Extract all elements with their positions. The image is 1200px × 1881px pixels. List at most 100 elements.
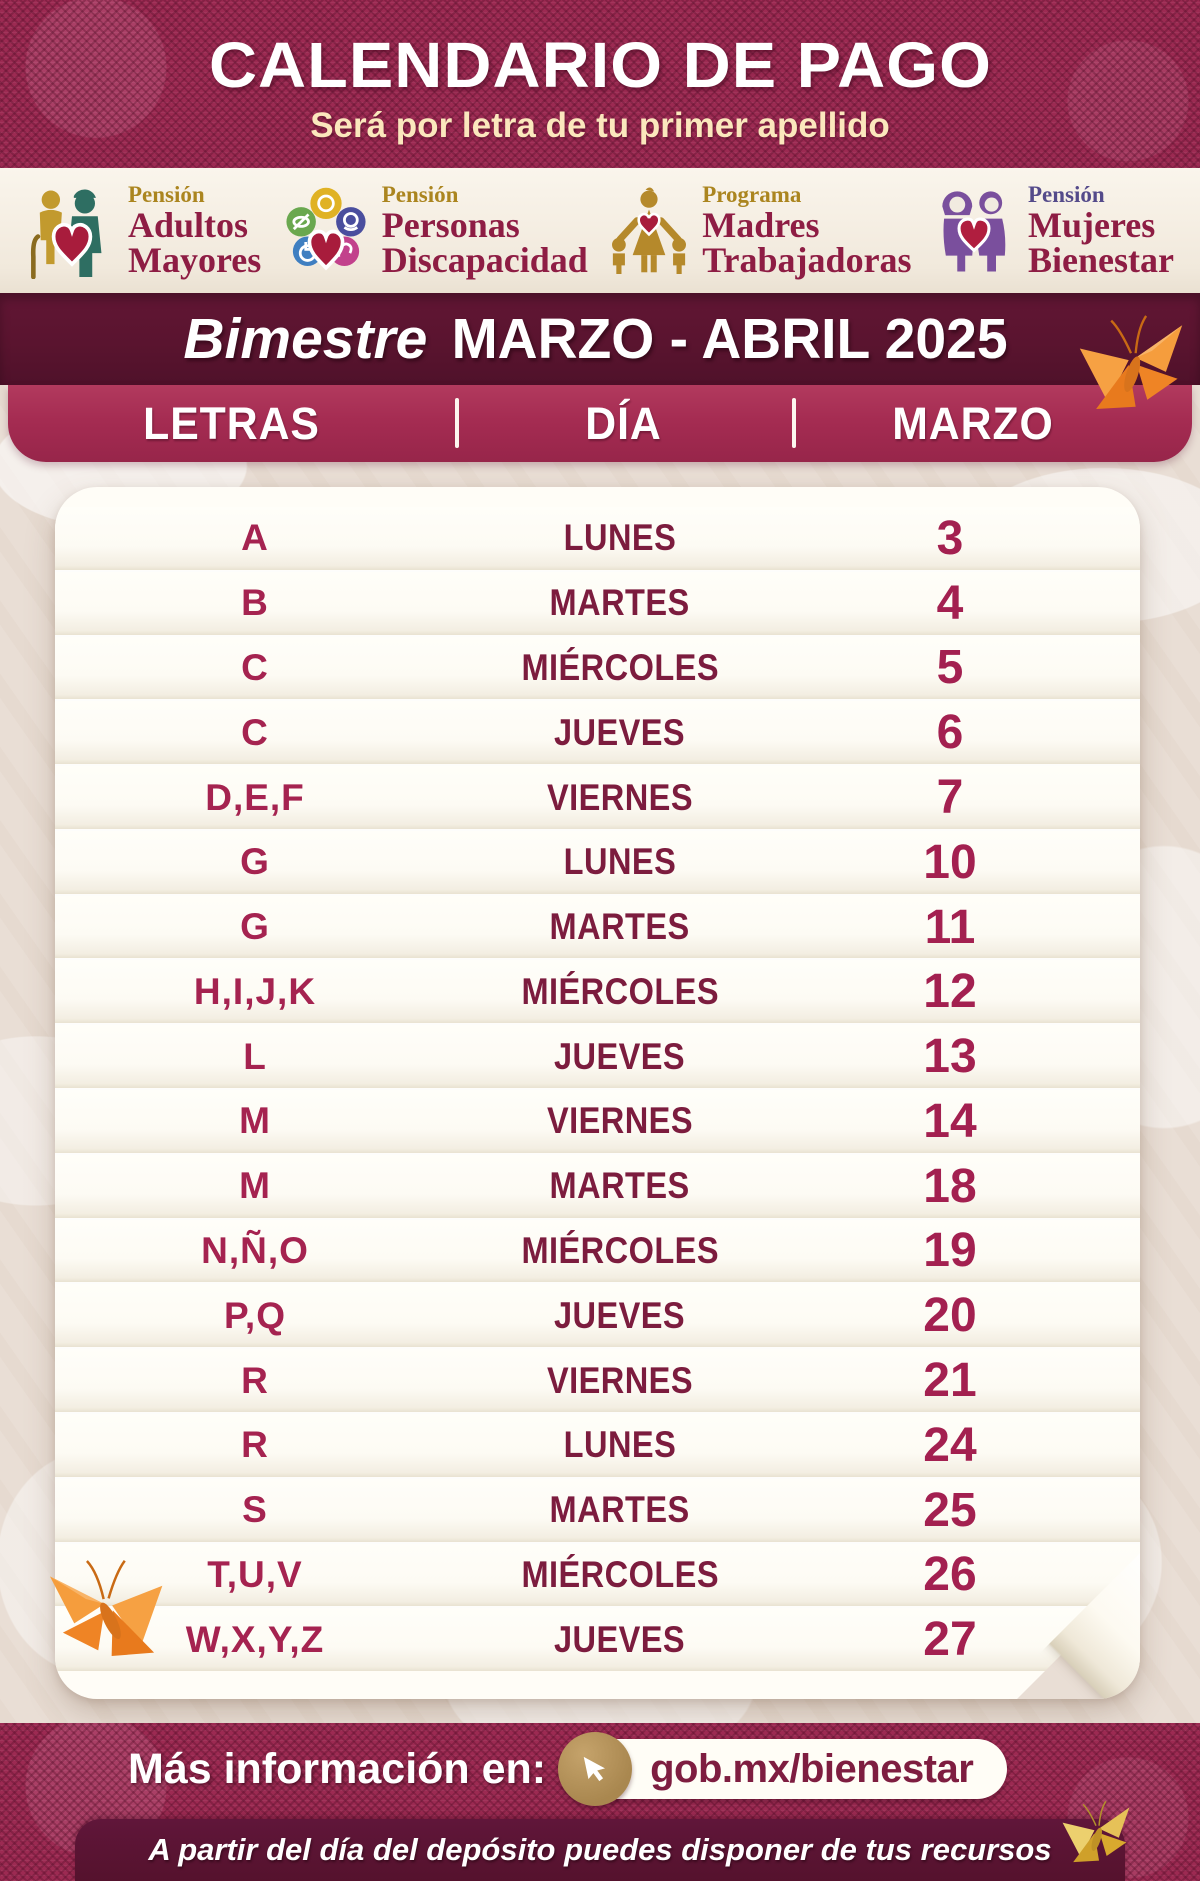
row-day: MIÉRCOLES (521, 1229, 719, 1271)
row-letters: N,Ñ,O (201, 1229, 309, 1271)
program-kicker: Pensión (381, 182, 459, 208)
row-letters: C (241, 711, 269, 753)
program-name-line2: Discapacidad (381, 240, 588, 280)
row-date: 12 (923, 965, 977, 1019)
row-letters: G (240, 841, 270, 883)
row-day: JUEVES (554, 1035, 686, 1077)
column-header-dia: DÍA (585, 397, 662, 449)
column-header-marzo: MARZO (892, 397, 1054, 449)
table-row: N,Ñ,O MIÉRCOLES 19 (55, 1217, 1140, 1283)
row-date: 7 (936, 771, 964, 825)
table-row: R VIERNES 21 (55, 1347, 1140, 1412)
row-letters: B (241, 582, 269, 624)
bimestre-label: Bimestre (183, 307, 428, 371)
gob-mx-bienestar-link[interactable]: gob.mx/bienestar (558, 1732, 1008, 1806)
row-day: MARTES (549, 1165, 691, 1207)
calendar-card: A LUNES 3 B MARTES 4 C MIÉRCOLES 5 (55, 487, 1140, 1699)
program-mujeres-bienestar: Pensión Mujeres Bienestar (930, 183, 1174, 279)
row-letters: P,Q (224, 1294, 286, 1336)
row-letters: L (243, 1035, 267, 1077)
table-row: C JUEVES 6 (55, 699, 1140, 765)
table-row: M MARTES 18 (55, 1152, 1140, 1218)
row-day: LUNES (563, 1424, 677, 1466)
column-header-letras: LETRAS (143, 397, 320, 449)
table-row: C MIÉRCOLES 5 (55, 634, 1140, 700)
programs-strip: Pensión Adultos Mayores (0, 168, 1200, 293)
program-name-line1: Mujeres (1028, 205, 1156, 246)
table-row: T,U,V MIÉRCOLES 26 (55, 1541, 1140, 1607)
row-day: MIÉRCOLES (521, 970, 719, 1012)
table-row: G MARTES 11 (55, 893, 1140, 959)
row-date: 11 (924, 900, 976, 954)
row-date: 5 (936, 641, 964, 695)
link-text: gob.mx/bienestar (650, 1746, 974, 1791)
poster-footer: Más información en: gob.mx/bienestar A p… (0, 1723, 1200, 1881)
program-adultos-mayores: Pensión Adultos Mayores (26, 183, 261, 279)
bimestre-period: MARZO - ABRIL 2025 (451, 307, 1009, 371)
table-row: B MARTES 4 (55, 569, 1140, 635)
bimestre-banner: Bimestre MARZO - ABRIL 2025 (0, 293, 1200, 385)
row-day: VIERNES (546, 1359, 694, 1401)
program-kicker: Pensión (128, 182, 205, 208)
elderly-couple-icon (26, 183, 118, 279)
row-letters: W,X,Y,Z (185, 1618, 325, 1660)
row-date: 20 (923, 1289, 977, 1343)
poster-header: CALENDARIO DE PAGO Será por letra de tu … (0, 0, 1200, 168)
row-date: 14 (923, 1094, 977, 1148)
calendar-rows: A LUNES 3 B MARTES 4 C MIÉRCOLES 5 (55, 507, 1140, 1672)
program-name-line1: Personas (381, 205, 520, 246)
row-day: VIERNES (546, 1100, 694, 1142)
deposit-note-bar: A partir del día del depósito puedes dis… (75, 1819, 1125, 1881)
program-personas-discapacidad: Pensión Personas Discapacidad (280, 183, 588, 279)
column-divider (792, 398, 796, 448)
table-row: W,X,Y,Z JUEVES 27 (55, 1606, 1140, 1672)
row-day: JUEVES (554, 1294, 686, 1336)
two-women-icon (930, 183, 1018, 279)
program-name-line1: Adultos (128, 205, 249, 246)
row-day: JUEVES (554, 1618, 686, 1660)
row-date: 10 (923, 835, 977, 889)
row-date: 18 (923, 1159, 977, 1213)
row-day: VIERNES (546, 776, 694, 818)
row-day: MARTES (549, 582, 691, 624)
poster-title: CALENDARIO DE PAGO (208, 29, 992, 101)
mother-children-icon (606, 183, 692, 279)
table-row: A LUNES 3 (55, 507, 1140, 570)
row-date: 19 (923, 1224, 977, 1278)
row-date: 3 (936, 511, 964, 565)
row-date: 6 (936, 706, 964, 760)
column-divider (455, 398, 459, 448)
row-date: 4 (936, 576, 964, 630)
row-day: JUEVES (554, 711, 686, 753)
poster-subtitle: Será por letra de tu primer apellido (310, 106, 890, 145)
table-header: LETRAS DÍA MARZO (8, 385, 1192, 462)
program-kicker: Pensión (1028, 182, 1105, 208)
program-kicker: Programa (702, 182, 802, 208)
table-row: M VIERNES 14 (55, 1088, 1140, 1153)
row-date: 13 (923, 1030, 977, 1084)
row-letters: M (239, 1100, 271, 1142)
table-row: G LUNES 10 (55, 828, 1140, 894)
row-date: 25 (923, 1483, 977, 1537)
deposit-note: A partir del día del depósito puedes dis… (148, 1832, 1052, 1867)
row-date: 24 (923, 1418, 977, 1472)
row-letters: D,E,F (205, 776, 305, 818)
row-day: MIÉRCOLES (521, 646, 719, 688)
row-date: 26 (923, 1548, 977, 1602)
row-date: 27 (923, 1613, 977, 1667)
program-name-line2: Bienestar (1028, 240, 1174, 280)
program-name-line2: Mayores (128, 240, 262, 280)
row-letters: R (241, 1359, 269, 1401)
row-letters: T,U,V (207, 1553, 303, 1595)
table-area: LETRAS DÍA MARZO A LUNES 3 B MARTES (0, 385, 1200, 1723)
table-row: L JUEVES 13 (55, 1023, 1140, 1089)
table-row: H,I,J,K MIÉRCOLES 12 (55, 958, 1140, 1024)
table-row: S MARTES 25 (55, 1476, 1140, 1542)
row-day: LUNES (563, 517, 677, 559)
row-letters: A (241, 517, 269, 559)
cursor-icon (558, 1732, 633, 1806)
table-row: P,Q JUEVES 20 (55, 1282, 1140, 1348)
row-day: MARTES (549, 906, 691, 948)
table-row: D,E,F VIERNES 7 (55, 764, 1140, 829)
